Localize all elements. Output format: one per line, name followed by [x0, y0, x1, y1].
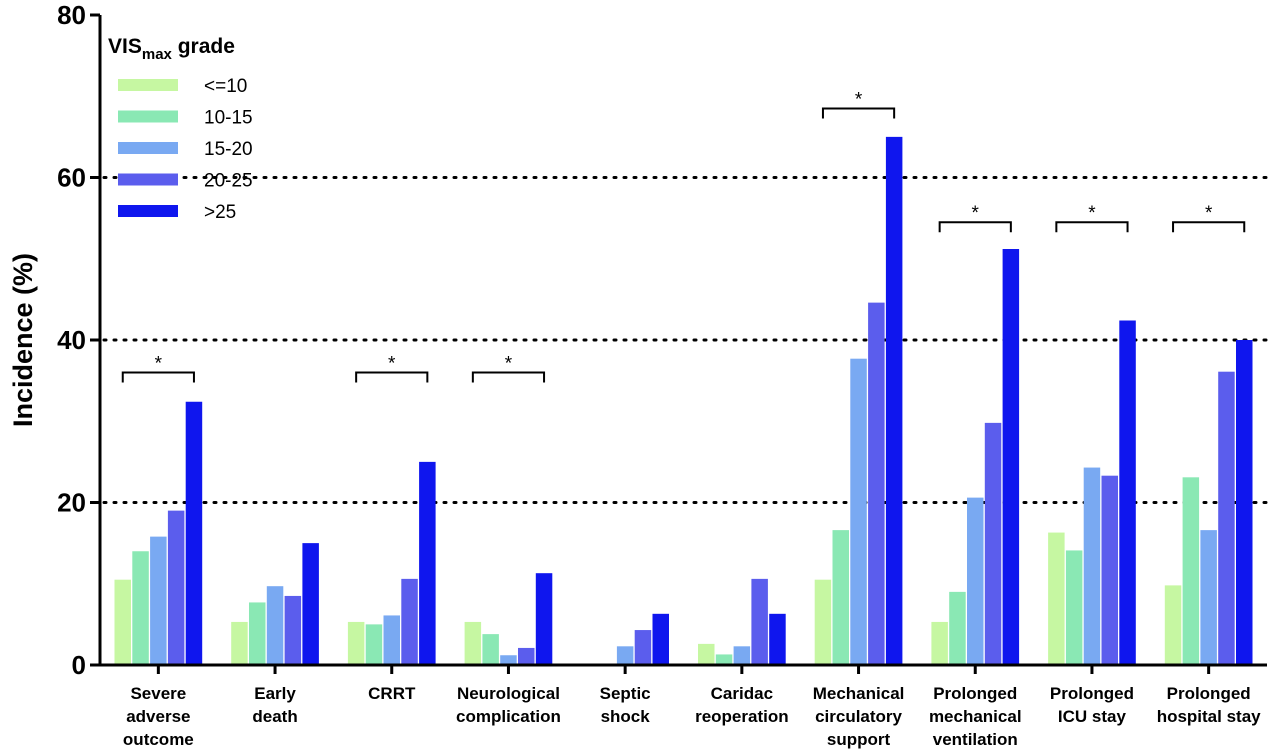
- bar: [1200, 530, 1217, 665]
- bar: [1182, 477, 1200, 665]
- y-tick-label: 20: [57, 488, 86, 518]
- significance-star: *: [1088, 203, 1096, 224]
- x-tick-label: Septic shock: [600, 684, 651, 726]
- bar: [284, 595, 302, 665]
- bar: [769, 613, 786, 665]
- significance-bracket: [355, 371, 429, 383]
- x-tick-label: Prolonged hospital stay: [1157, 684, 1261, 726]
- significance-star: *: [505, 354, 513, 375]
- bar: [984, 422, 1002, 665]
- significance-star: *: [155, 354, 163, 375]
- bar: [715, 654, 733, 665]
- x-tick-label: Severe adverse outcome: [123, 684, 194, 749]
- bar: [967, 497, 984, 665]
- significance-bracket: [1172, 221, 1246, 233]
- bar: [634, 630, 652, 665]
- x-tick-label: Mechanical circulatory support: [813, 684, 905, 749]
- bar: [482, 634, 499, 665]
- bar: [401, 578, 418, 665]
- y-axis-label: Incidence (%): [8, 253, 38, 427]
- significance-star: *: [388, 354, 396, 375]
- significance-bracket: [121, 371, 195, 383]
- x-tick-label: Early death: [252, 684, 297, 726]
- significance-bracket: [471, 371, 546, 383]
- legend-label: >25: [204, 202, 236, 223]
- legend: VISmax grade <=10 10-15 15-20 20-25 >25: [108, 35, 253, 223]
- bar: [885, 136, 903, 665]
- significance-star: *: [1205, 203, 1213, 224]
- bar: [535, 573, 553, 665]
- significance-star: *: [972, 203, 980, 224]
- bar: [1065, 550, 1083, 665]
- x-tick-label: Caridac reoperation: [695, 684, 789, 726]
- bar: [302, 543, 319, 665]
- bar: [365, 624, 383, 665]
- bar: [931, 621, 948, 665]
- bar: [518, 647, 535, 665]
- bar: [733, 646, 751, 665]
- bar: [114, 579, 131, 665]
- significance-bracket: [1055, 221, 1129, 233]
- bar: [652, 613, 669, 665]
- bar: [347, 621, 365, 665]
- bar: [132, 551, 149, 665]
- legend-label: 10-15: [204, 108, 253, 129]
- bar: [1002, 249, 1020, 665]
- legend-swatch: [118, 142, 178, 154]
- bar: [150, 536, 167, 665]
- axes: 0 20 40 60 80 Severe adverse outcome Early death C…: [57, 0, 1267, 749]
- grid-lines: [102, 176, 1269, 504]
- bar: [1101, 475, 1118, 665]
- bar: [698, 643, 715, 665]
- x-tick-label: CRRT: [368, 684, 416, 703]
- bar: [751, 578, 768, 665]
- bars: [114, 136, 1253, 665]
- x-tick-label: Neurological complication: [456, 684, 561, 726]
- bar: [1218, 371, 1235, 665]
- bar: [616, 646, 634, 665]
- bar: [850, 358, 867, 665]
- bar: [1164, 585, 1182, 665]
- significance-star: *: [855, 89, 863, 110]
- bar: [949, 591, 966, 665]
- significance-bracket: [821, 107, 896, 119]
- legend-title: VISmax grade: [108, 35, 235, 63]
- bar: [832, 530, 849, 665]
- bar: [464, 621, 482, 665]
- legend-swatch: [118, 205, 178, 217]
- bar: [231, 621, 248, 665]
- bar: [383, 615, 400, 665]
- bar: [1119, 320, 1136, 665]
- bar: [1236, 340, 1253, 665]
- bar: [266, 586, 284, 665]
- significance-bracket: [938, 221, 1012, 233]
- bar: [167, 510, 185, 665]
- bar: [500, 655, 517, 665]
- legend-swatch: [118, 110, 178, 123]
- y-tick-label: 0: [72, 650, 86, 680]
- y-tick-label: 40: [57, 325, 86, 355]
- y-tick-label: 80: [57, 0, 86, 30]
- bar: [249, 602, 266, 665]
- bar: [1083, 467, 1101, 665]
- y-tick-label: 60: [57, 163, 86, 193]
- legend-label: 20-25: [204, 171, 253, 192]
- bar: [1048, 532, 1065, 665]
- bar: [868, 302, 885, 665]
- legend-label: <=10: [204, 76, 247, 97]
- legend-swatch: [118, 173, 178, 186]
- x-tick-label: Prolonged ICU stay: [1050, 684, 1134, 726]
- x-tick-label: Prolonged mechanical ventilation: [929, 684, 1022, 749]
- significance-brackets: * * * * * * *: [121, 89, 1246, 383]
- bar: [814, 579, 832, 665]
- legend-swatch: [118, 79, 178, 91]
- bar: [419, 461, 436, 665]
- legend-label: 15-20: [204, 139, 253, 160]
- bar: [185, 401, 203, 665]
